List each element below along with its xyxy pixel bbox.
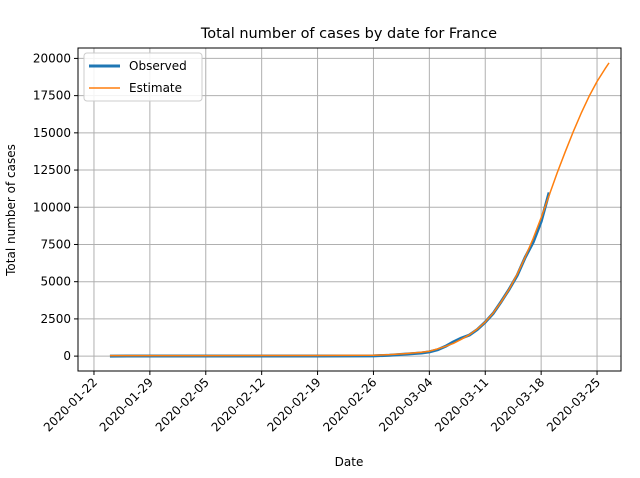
y-tick-label: 12500	[33, 163, 71, 177]
x-axis-title: Date	[335, 455, 364, 469]
y-tick-label: 15000	[33, 126, 71, 140]
y-tick-label: 2500	[40, 312, 71, 326]
y-tick-label: 17500	[33, 89, 71, 103]
y-tick-label: 20000	[33, 51, 71, 65]
y-tick-label: 0	[63, 349, 71, 363]
y-tick-label: 5000	[40, 275, 71, 289]
plot-frame	[77, 47, 622, 372]
series-line-estimate	[109, 62, 610, 357]
legend-label-estimate: Estimate	[129, 81, 182, 95]
series-layer	[109, 62, 610, 358]
y-tick-label: 7500	[40, 237, 71, 251]
legend-label-observed: Observed	[129, 59, 187, 73]
legend: Observed Estimate	[83, 52, 203, 102]
y-axis-title: Total number of cases	[4, 144, 18, 277]
y-tick-label: 10000	[33, 200, 71, 214]
chart-title: Total number of cases by date for France	[200, 26, 497, 42]
